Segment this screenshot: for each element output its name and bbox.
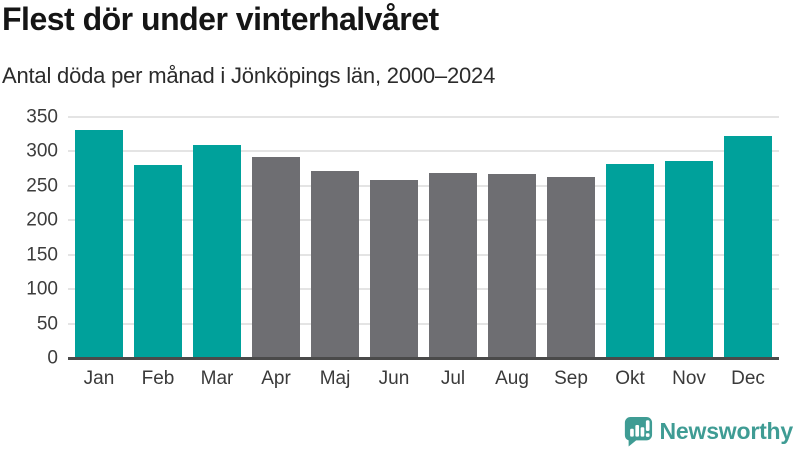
bar-dec — [724, 135, 772, 358]
x-tick-label-jul: Jul — [440, 368, 466, 389]
newsworthy-logo-icon — [623, 416, 653, 447]
gridline-50 — [68, 322, 779, 325]
x-axis-baseline — [68, 357, 779, 360]
x-tick-label-okt: Okt — [615, 368, 645, 389]
y-tick-label: 300 — [26, 140, 58, 162]
bar-nov — [665, 161, 713, 358]
bar-mar — [193, 145, 241, 358]
chart-title: Flest dör under vinterhalvåret — [2, 1, 439, 37]
gridline-350 — [68, 116, 779, 118]
plot-area — [68, 116, 779, 358]
x-tick-label-sep: Sep — [554, 368, 588, 389]
bar-jul — [429, 172, 477, 358]
x-axis: Jan Feb Mar Apr Maj Jun Jul Aug Sep Okt Nov Dec — [68, 368, 779, 390]
y-tick-label: 250 — [26, 175, 58, 197]
x-tick-label-dec: Dec — [731, 368, 765, 389]
y-tick-label: 150 — [26, 244, 58, 266]
x-tick-label-apr: Apr — [261, 368, 291, 389]
y-tick-label: 0 — [47, 347, 58, 369]
y-tick-label: 350 — [26, 106, 58, 128]
x-tick-label-jan: Jan — [83, 368, 115, 389]
gridline-150 — [68, 253, 779, 256]
bar-maj — [311, 170, 359, 358]
x-tick-label-nov: Nov — [672, 368, 706, 389]
gridline-300 — [68, 150, 779, 153]
y-tick-label: 100 — [26, 278, 58, 300]
bar-sep — [547, 176, 595, 358]
bar-aug — [488, 174, 536, 358]
x-tick-label-mar: Mar — [200, 368, 234, 389]
bar-feb — [134, 164, 182, 358]
bar-series — [68, 117, 779, 358]
y-tick-label: 200 — [26, 209, 58, 231]
y-tick-label: 50 — [36, 313, 58, 335]
bar-okt — [606, 163, 654, 358]
chart-subtitle: Antal döda per månad i Jönköpings län, 2… — [2, 63, 496, 88]
brand-footer: Newsworthy — [623, 416, 793, 447]
gridline-100 — [68, 288, 779, 291]
bar-jan — [75, 130, 123, 358]
brand-wordmark: Newsworthy — [659, 418, 794, 444]
x-tick-label-aug: Aug — [495, 368, 529, 389]
x-tick-label-feb: Feb — [141, 368, 175, 389]
y-axis: 0 50 100 150 200 250 300 350 — [0, 108, 58, 368]
gridline-200 — [68, 219, 779, 222]
bar-apr — [252, 156, 300, 358]
gridline-250 — [68, 184, 779, 187]
x-tick-label-jun: Jun — [378, 368, 410, 389]
bar-jun — [370, 180, 418, 358]
x-tick-label-maj: Maj — [319, 368, 351, 389]
